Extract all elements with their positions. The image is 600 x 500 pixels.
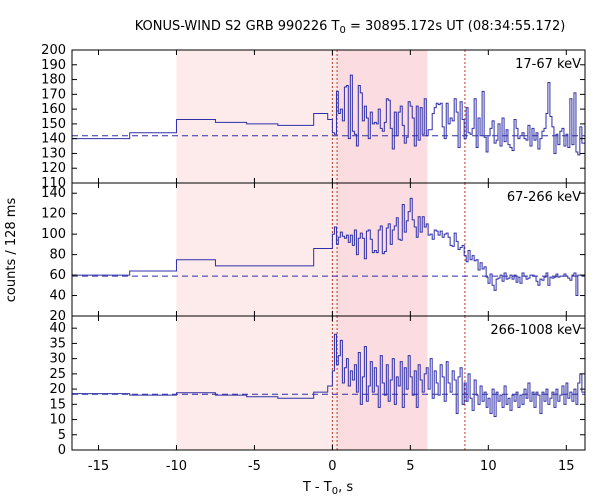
chart-title: KONUS-WIND S2 GRB 990226 T0 = 30895.172s…: [135, 19, 566, 36]
x-axis-label-subscript: 0: [332, 486, 338, 497]
y-tick-label: 100: [41, 227, 66, 242]
y-tick-label: 20: [49, 382, 66, 397]
y-tick-label: 40: [49, 321, 66, 336]
y-tick-label: 10: [49, 413, 66, 428]
x-tick-label: 10: [480, 459, 497, 474]
y-tick-label: 25: [49, 367, 66, 382]
x-tick-label: -5: [248, 459, 261, 474]
x-axis-label-main: T - T: [302, 480, 332, 495]
y-tick-label: 80: [49, 248, 66, 263]
count-rate-series: [72, 74, 585, 156]
y-tick-label: 20: [49, 309, 66, 324]
y-tick-label: 35: [49, 336, 66, 351]
x-tick-label: 15: [558, 459, 575, 474]
y-tick-label: 15: [49, 397, 66, 412]
count-rate-series: [72, 197, 585, 297]
x-tick-label: 5: [406, 459, 414, 474]
y-tick-label: 0: [58, 443, 66, 458]
panel-frame: [71, 315, 586, 451]
y-tick-label: 160: [41, 102, 66, 117]
y-tick-label: 140: [41, 186, 66, 201]
y-tick-label: 180: [41, 73, 66, 88]
band-label: 266-1008 keV: [490, 323, 581, 338]
y-tick-label: 200: [41, 43, 66, 58]
x-axis-label: T - T0, s: [302, 480, 353, 497]
y-tick-label: 110: [41, 176, 66, 191]
chart-title-main: KONUS-WIND S2 GRB 990226 T: [135, 19, 340, 34]
chart-title-rest: = 30895.172s UT (08:34:55.172): [346, 19, 565, 34]
y-tick-label: 190: [41, 58, 66, 73]
x-tick-label: -15: [88, 459, 109, 474]
band-label: 67-266 keV: [507, 190, 581, 205]
x-axis-label-rest: , s: [338, 480, 353, 495]
y-tick-label: 170: [41, 87, 66, 102]
band-label: 17-67 keV: [515, 57, 581, 72]
y-tick-label: 140: [41, 132, 66, 147]
y-tick-label: 40: [49, 289, 66, 304]
x-tick-label: 0: [328, 459, 336, 474]
x-tick-label: -10: [166, 459, 187, 474]
y-tick-label: 120: [41, 207, 66, 222]
chart-title-subscript: 0: [339, 25, 345, 36]
panel-2: 20 40 60 80 100 120 140 67-266 keV: [41, 182, 586, 324]
y-tick-label: 60: [49, 268, 66, 283]
count-rate-series: [72, 333, 585, 417]
y-tick-label: 150: [41, 117, 66, 132]
y-tick-label: 120: [41, 161, 66, 176]
y-tick-label: 5: [58, 428, 66, 443]
y-tick-label: 30: [49, 352, 66, 367]
y-tick-label: 130: [41, 146, 66, 161]
y-axis-label: counts / 128 ms: [4, 198, 19, 303]
